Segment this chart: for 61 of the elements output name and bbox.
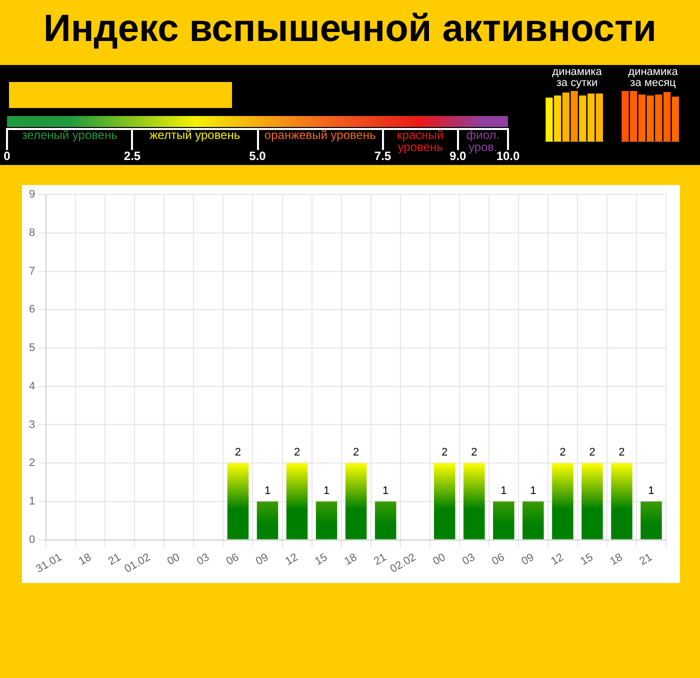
x-tick-label: 31.01 <box>34 551 64 576</box>
x-tick-label: 18 <box>76 551 94 568</box>
data-label: 2 <box>234 446 242 459</box>
x-tick-label: 01.02 <box>122 551 152 576</box>
y-tick-label: 1 <box>28 495 36 508</box>
category-label: красный уровень <box>397 128 444 154</box>
x-tick-label: 06 <box>224 551 241 568</box>
text: 0 <box>2 149 12 163</box>
x-tick-label: 06 <box>490 551 507 568</box>
x-tick-label: 12 <box>283 551 300 568</box>
text: 7.5 <box>374 149 392 163</box>
text: 2.5 <box>122 149 142 163</box>
data-label: 2 <box>618 446 625 459</box>
x-tick-label: 02.02 <box>388 551 418 576</box>
chart-title: динамика за месяц <box>627 66 679 89</box>
y-tick-label: 4 <box>28 380 36 392</box>
x-tick-label: 21 <box>372 551 389 568</box>
x-tick-label: 09 <box>254 551 271 568</box>
data-label: 1 <box>382 484 389 497</box>
category-label: оранжевый уровень <box>263 128 377 142</box>
data-label: 1 <box>530 484 536 497</box>
chart-title: динамика за сутки <box>551 66 603 89</box>
x-tick-label: 00 <box>165 551 182 568</box>
text: 9.0 <box>450 149 466 163</box>
data-label: 1 <box>264 484 271 497</box>
data-label: 2 <box>560 446 566 459</box>
y-tick-label: 5 <box>28 342 36 354</box>
category-label: зеленый уровень <box>20 128 118 142</box>
bar <box>554 96 562 142</box>
text: Индекс вспышечной активности <box>42 8 658 51</box>
y-tick-label: 7 <box>28 265 36 278</box>
bar <box>570 91 578 142</box>
x-tick-label: 21 <box>638 551 654 568</box>
data-label: 2 <box>442 446 448 459</box>
x-tick-label: 15 <box>312 551 330 568</box>
data-label: 2 <box>589 446 596 459</box>
text: 5.0 <box>248 149 267 163</box>
y-tick-label: 8 <box>28 226 36 239</box>
data-label: 1 <box>648 484 654 497</box>
x-tick-label: 18 <box>608 551 625 568</box>
y-tick-label: 2 <box>28 457 36 470</box>
data-label: 2 <box>471 446 478 459</box>
x-tick-label: 21 <box>106 551 123 568</box>
data-label: 1 <box>500 484 507 497</box>
x-tick-label: 09 <box>520 551 536 568</box>
y-tick-label: 9 <box>28 188 36 201</box>
x-tick-label: 12 <box>549 551 566 568</box>
y-tick-label: 0 <box>28 534 36 546</box>
x-tick-label: 03 <box>194 551 212 568</box>
y-tick-label: 6 <box>28 304 36 316</box>
x-tick-label: 03 <box>460 551 478 568</box>
y-tick-label: 3 <box>28 418 36 431</box>
x-tick-label: 18 <box>342 551 360 568</box>
category-label: желтый уровень <box>148 128 242 142</box>
bar <box>546 98 553 142</box>
bar <box>562 92 570 142</box>
x-tick-label: 00 <box>431 551 448 568</box>
data-label: 1 <box>323 484 330 497</box>
data-label: 2 <box>352 446 360 459</box>
data-label: 2 <box>294 446 300 459</box>
x-tick-label: 15 <box>578 551 596 568</box>
